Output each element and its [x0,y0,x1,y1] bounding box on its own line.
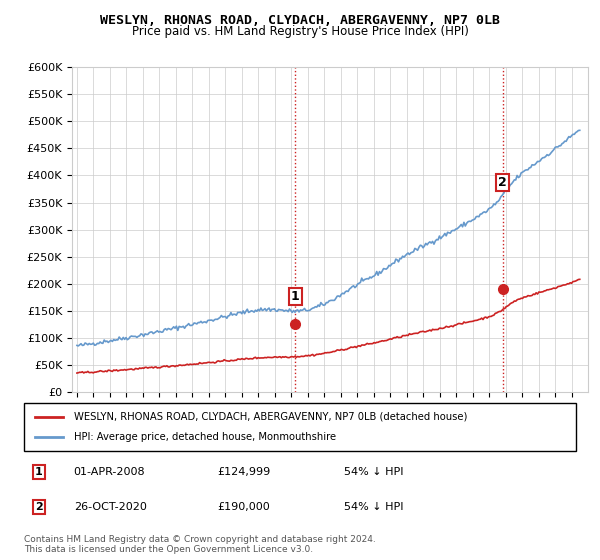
Text: 1: 1 [291,290,300,303]
Text: WESLYN, RHONAS ROAD, CLYDACH, ABERGAVENNY, NP7 0LB (detached house): WESLYN, RHONAS ROAD, CLYDACH, ABERGAVENN… [74,412,467,422]
Text: WESLYN, RHONAS ROAD, CLYDACH, ABERGAVENNY, NP7 0LB: WESLYN, RHONAS ROAD, CLYDACH, ABERGAVENN… [100,14,500,27]
FancyBboxPatch shape [24,403,576,451]
Text: 01-APR-2008: 01-APR-2008 [74,467,145,477]
Text: 54% ↓ HPI: 54% ↓ HPI [344,467,404,477]
Text: 1: 1 [35,467,43,477]
Text: 26-OCT-2020: 26-OCT-2020 [74,502,146,512]
Text: £190,000: £190,000 [217,502,270,512]
Text: 54% ↓ HPI: 54% ↓ HPI [344,502,404,512]
Text: Contains HM Land Registry data © Crown copyright and database right 2024.
This d: Contains HM Land Registry data © Crown c… [24,535,376,554]
Text: £124,999: £124,999 [217,467,271,477]
Text: 2: 2 [498,176,507,189]
Text: HPI: Average price, detached house, Monmouthshire: HPI: Average price, detached house, Monm… [74,432,336,442]
Text: Price paid vs. HM Land Registry's House Price Index (HPI): Price paid vs. HM Land Registry's House … [131,25,469,38]
Text: 2: 2 [35,502,43,512]
